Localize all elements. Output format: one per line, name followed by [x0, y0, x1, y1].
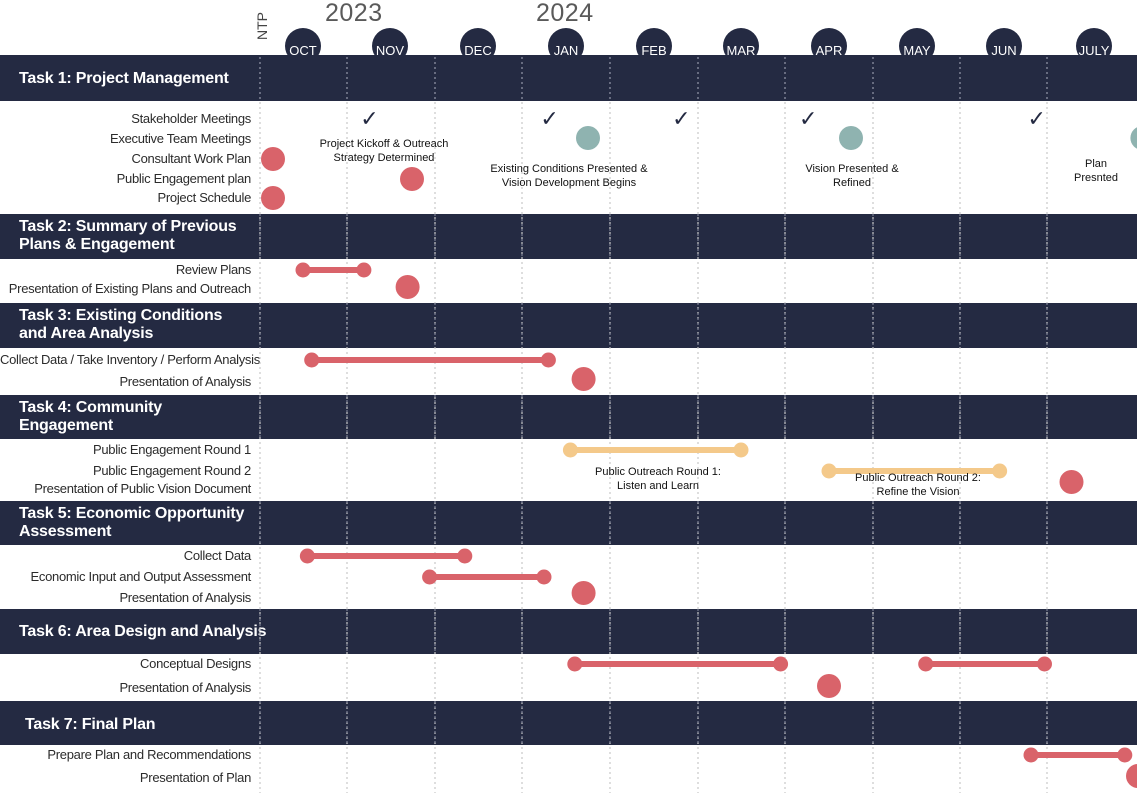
task-title: Task 3: Existing Conditions and Area Ana…: [19, 307, 223, 342]
check-icon: ✓: [360, 106, 379, 131]
task-bar-end: [457, 548, 473, 564]
annotation-label: Project Kickoff & Outreach Strategy Dete…: [319, 138, 449, 164]
task-bar-start: [918, 656, 934, 672]
milestone-dot: [400, 167, 424, 191]
month-badge: DEC: [460, 28, 496, 64]
annotation-label: Public Outreach Round 2: Refine the Visi…: [855, 472, 981, 498]
year-label: 2023: [325, 0, 383, 27]
milestone-dot: [839, 126, 863, 150]
task-band: [0, 214, 1137, 259]
month-badge: APR: [811, 28, 847, 64]
check-icon: ✓: [540, 106, 559, 131]
month-badge: OCT: [285, 28, 321, 64]
month-badge: FEB: [636, 28, 672, 64]
task-bar-start: [821, 463, 837, 479]
milestone-dot: [261, 147, 285, 171]
milestone-dot: [817, 674, 841, 698]
task-band: [0, 57, 1137, 101]
row-label: Conceptual Designs: [140, 656, 251, 671]
month-badge: JUN: [986, 28, 1022, 64]
task-title: Task 4: Community Engagement: [19, 399, 162, 434]
task-bar-end: [540, 352, 556, 368]
task-bar-start: [567, 656, 583, 672]
task-bar-end: [773, 656, 789, 672]
task-bar-end: [992, 463, 1008, 479]
task-bar-start: [1023, 747, 1039, 763]
task-bar-end: [1037, 656, 1052, 672]
row-label: Economic Input and Output Assessment: [30, 569, 252, 584]
month-badge: JULY: [1076, 28, 1112, 64]
month-badge: JAN: [548, 28, 584, 64]
annotation-label: Public Outreach Round 1: Listen and Lear…: [595, 466, 721, 492]
check-icon: ✓: [1027, 106, 1046, 131]
task-band: [0, 701, 1137, 745]
row-label: Public Engagement Round 1: [92, 442, 251, 457]
row-label: Presentation of Analysis: [119, 374, 251, 389]
annotation-label: Existing Conditions Presented & Vision D…: [490, 163, 648, 189]
task-title: Task 7: Final Plan: [25, 716, 156, 733]
month-badge: MAY: [899, 28, 935, 64]
milestone-dot: [261, 186, 285, 210]
row-label: Presentation of Plan: [139, 770, 251, 785]
check-icon: ✓: [799, 106, 818, 131]
task-title: Task 5: Economic Opportunity Assessment: [19, 505, 245, 540]
row-label: Presentation of Existing Plans and Outre…: [8, 281, 252, 296]
row-label: Presentation of Analysis: [119, 590, 251, 605]
task-band: [0, 609, 1137, 654]
task-title: Task 2: Summary of Previous Plans & Enga…: [19, 218, 237, 253]
year-label: 2024: [536, 0, 594, 27]
task-bar-end: [356, 262, 372, 278]
annotation-label: Vision Presented & Refined: [805, 163, 899, 189]
milestone-dot: [571, 367, 596, 391]
row-label: Prepare Plan and Recommendations: [47, 747, 251, 762]
row-label: Review Plans: [175, 262, 251, 277]
task-band: [0, 395, 1137, 439]
row-label: Collect Data / Take Inventory / Perform …: [0, 352, 260, 367]
task-title: Task 6: Area Design and Analysis: [19, 623, 267, 640]
month-badge: NOV: [372, 28, 408, 64]
annotation-label: Plan Presnted: [1073, 158, 1119, 184]
row-label: Public Engagement plan: [116, 171, 252, 186]
task-bar-end: [536, 569, 552, 585]
month-badge: MAR: [723, 28, 759, 64]
task-bar-start: [422, 569, 438, 585]
task-bar-start: [299, 548, 315, 564]
row-label: Public Engagement Round 2: [92, 463, 251, 478]
task-title: Task 1: Project Management: [19, 70, 229, 87]
row-label: Consultant Work Plan: [131, 151, 252, 166]
row-label: Presentation of Public Vision Document: [34, 481, 251, 496]
row-label: Collect Data: [183, 548, 252, 563]
ntp-label: NTP: [254, 12, 270, 40]
task-band: [0, 501, 1137, 545]
row-label: Presentation of Analysis: [119, 680, 251, 695]
row-label: Executive Team Meetings: [110, 131, 251, 146]
milestone-dot: [1126, 764, 1137, 788]
milestone-dot: [1130, 127, 1137, 149]
milestone-dot: [395, 275, 420, 299]
row-label: Project Schedule: [157, 190, 252, 205]
task-bar-start: [562, 442, 578, 458]
milestone-dot: [1059, 470, 1084, 494]
row-label: Stakeholder Meetings: [131, 111, 251, 126]
task-bar-start: [295, 262, 311, 278]
task-bar-end: [733, 442, 749, 458]
check-icon: ✓: [672, 106, 691, 131]
milestone-dot: [571, 581, 596, 605]
task-bar-end: [1117, 747, 1133, 763]
task-band: [0, 303, 1137, 348]
milestone-dot: [576, 126, 600, 150]
task-bar-start: [304, 352, 320, 368]
